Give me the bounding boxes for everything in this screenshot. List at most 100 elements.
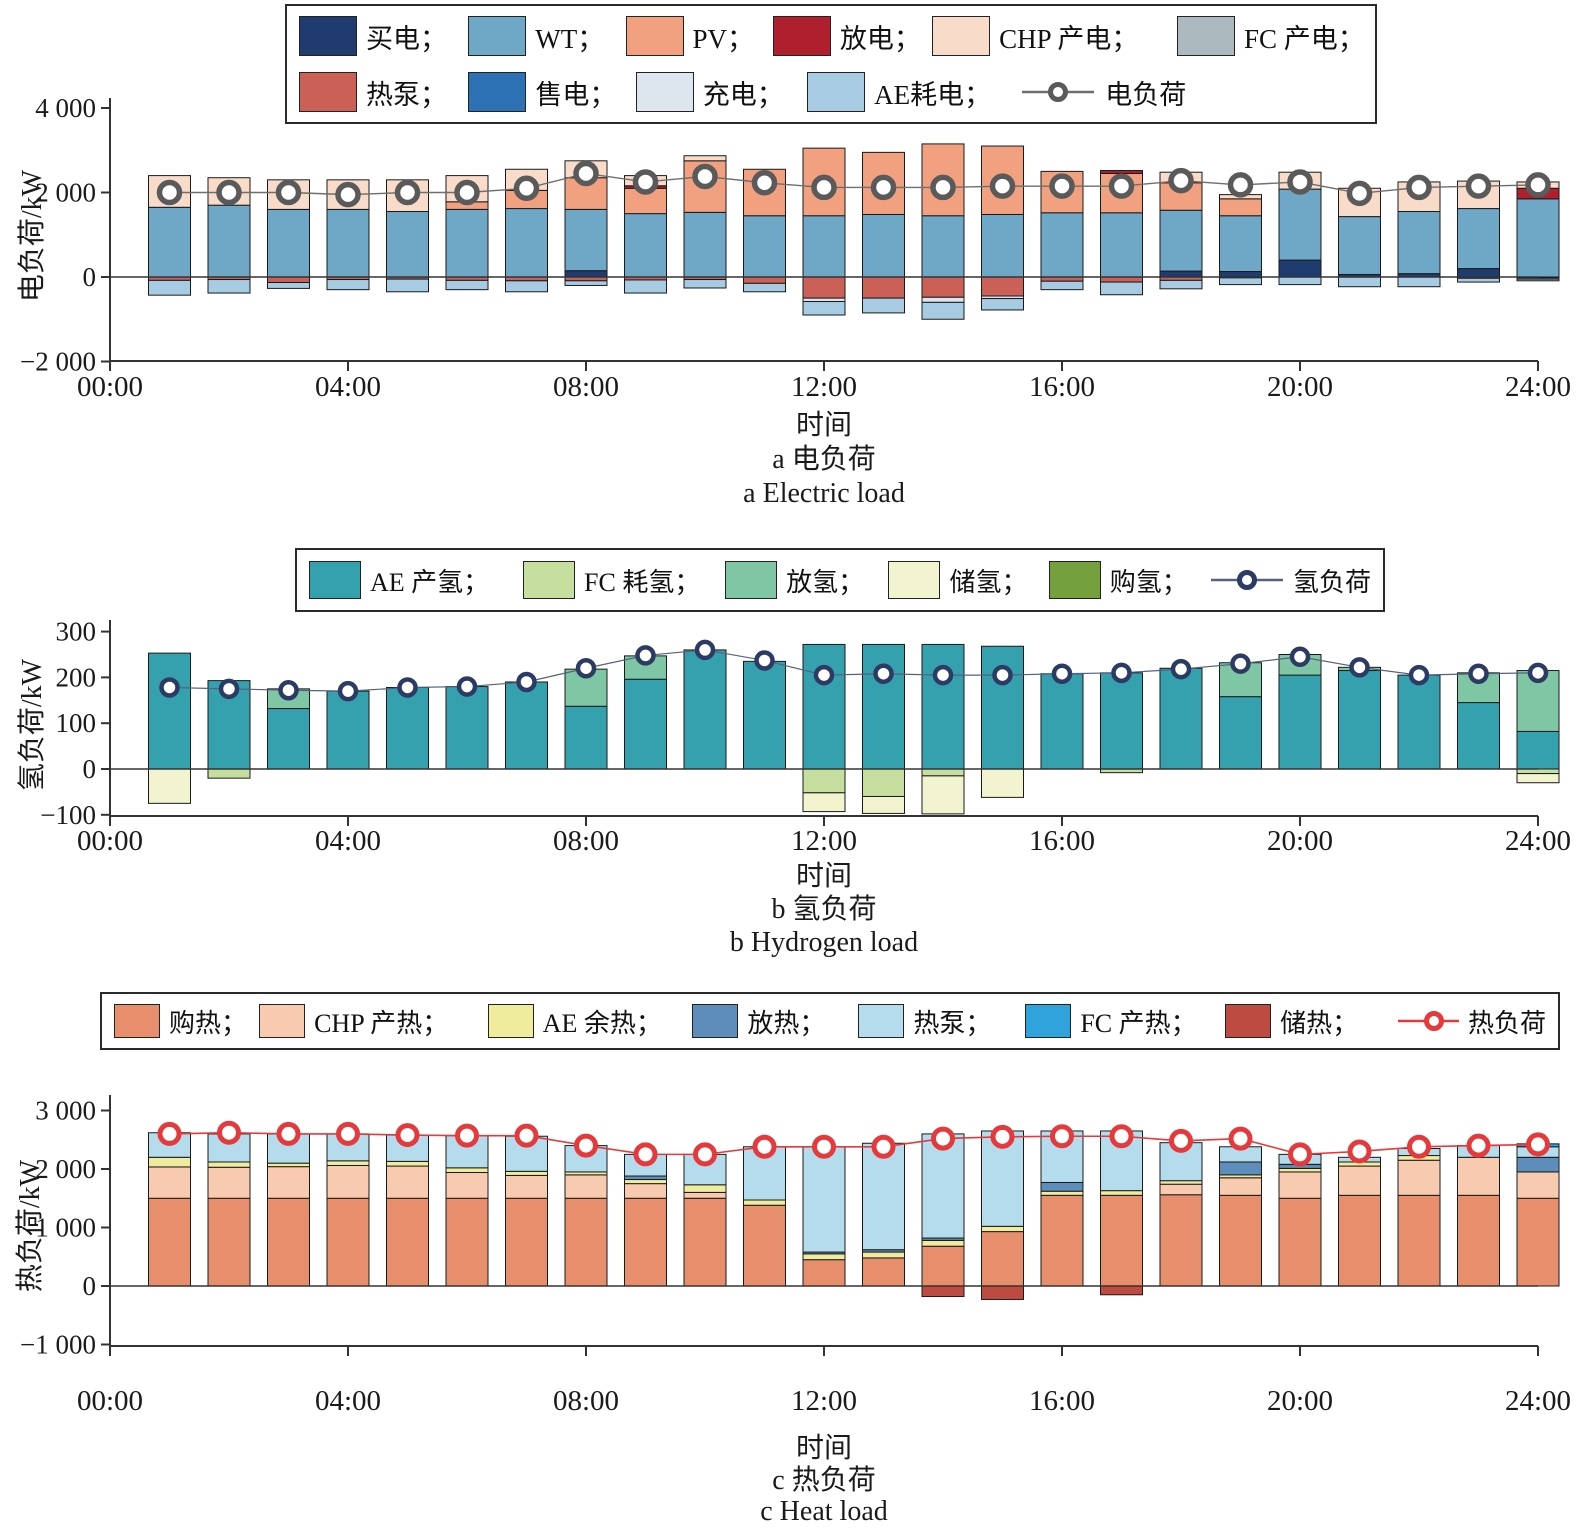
legend-swatch <box>259 1004 306 1038</box>
load-marker-hydrogen <box>754 650 775 671</box>
bar-segment-electric <box>1219 215 1262 273</box>
legend-item: 氢负荷 <box>1209 562 1371 599</box>
bar-segment-electric <box>267 208 310 278</box>
bar-segment-electric <box>1100 170 1143 174</box>
bar-segment-electric <box>802 276 846 299</box>
load-marker-hydrogen <box>1170 658 1192 680</box>
bar-segment-electric <box>1516 198 1560 278</box>
bar-segment-electric <box>1159 279 1203 290</box>
bar-segment-electric <box>1219 198 1262 217</box>
bar-segment-hydrogen <box>1516 730 1560 770</box>
bar-segment-heat <box>624 1183 667 1199</box>
load-marker-heat <box>276 1121 301 1146</box>
load-marker-heat <box>217 1120 241 1145</box>
load-marker-heat <box>1109 1124 1134 1149</box>
load-marker-heat <box>574 1133 598 1158</box>
bar-segment-heat <box>981 1231 1024 1287</box>
load-marker-heat <box>455 1123 479 1148</box>
bar-segment-heat <box>743 1199 786 1206</box>
bar-segment-heat <box>505 1174 548 1199</box>
bar-segment-electric <box>267 281 310 289</box>
bar-segment-electric <box>564 208 608 272</box>
bar-segment-heat <box>386 1197 429 1287</box>
load-marker-electric <box>335 181 361 208</box>
load-marker-hydrogen <box>932 664 954 686</box>
bar-segment-heat <box>445 1172 489 1199</box>
load-line-heat <box>169 1131 1539 1156</box>
load-marker-hydrogen <box>992 664 1013 686</box>
bar-segment-electric <box>1278 259 1322 278</box>
x-tick-label-heat: 12:00 <box>791 1385 857 1417</box>
legend-hydrogen-load: AE 产氢； FC 耗氢； 放氢； 储氢； 购氢； 氢负荷 <box>295 548 1385 612</box>
load-marker-heat <box>1466 1133 1491 1158</box>
bar-segment-heat <box>683 1191 727 1199</box>
legend-item: 购氢； <box>1048 561 1209 599</box>
legend-swatch <box>468 16 527 56</box>
legend-label: 电负荷 <box>1105 79 1187 110</box>
caption-en-heat: c Heat load <box>760 1496 888 1527</box>
legend-swatch <box>1225 1004 1272 1038</box>
bar-segment-electric <box>862 276 905 299</box>
x-tick-label-electric: 00:00 <box>77 371 143 403</box>
bar-segment-electric <box>1278 276 1322 286</box>
bar-segment-electric <box>386 278 429 293</box>
y-tick-label-heat: −1 000 <box>20 1330 96 1360</box>
bar-segment-hydrogen <box>1338 670 1381 770</box>
bar-segment-electric <box>505 208 548 278</box>
load-marker-heat <box>1347 1139 1372 1164</box>
bar-segment-hydrogen <box>981 768 1024 798</box>
bar-segment-hydrogen <box>148 652 191 770</box>
bar-segment-heat <box>1516 1197 1560 1287</box>
bar-segment-heat <box>564 1197 608 1287</box>
bar-segment-hydrogen <box>505 681 548 770</box>
load-marker-heat <box>1228 1126 1253 1151</box>
load-marker-hydrogen <box>1230 653 1251 674</box>
legend-label: AE耗电； <box>874 79 992 110</box>
legend-swatch <box>692 1004 739 1038</box>
bar-segment-electric <box>445 208 489 278</box>
bar-segment-heat <box>148 1166 191 1199</box>
bar-segment-heat <box>267 1162 310 1168</box>
load-marker-hydrogen <box>1527 662 1549 684</box>
x-tick-label-hydrogen: 12:00 <box>791 825 857 857</box>
legend-line-marker-icon <box>1398 1011 1459 1031</box>
legend-item: 放热； <box>692 1003 858 1040</box>
x-tick-label-hydrogen: 20:00 <box>1267 825 1333 857</box>
y-tick-label-electric: 4 000 <box>35 93 96 123</box>
load-marker-electric <box>930 174 956 201</box>
bar-segment-electric <box>1397 211 1441 275</box>
load-marker-hydrogen <box>1111 662 1132 684</box>
legend-label: 热泵； <box>913 1008 992 1038</box>
bar-segment-electric <box>981 298 1024 311</box>
bar-segment-electric <box>921 296 965 303</box>
x-tick-label-heat: 20:00 <box>1267 1385 1333 1417</box>
load-marker-electric <box>1525 172 1551 198</box>
bar-segment-hydrogen <box>921 775 965 815</box>
load-marker-electric <box>811 174 837 201</box>
load-marker-electric <box>1108 173 1135 199</box>
bar-segment-electric <box>1278 188 1322 261</box>
bar-segment-electric <box>981 276 1024 297</box>
load-line-hydrogen <box>169 649 1539 692</box>
legend-swatch <box>1048 561 1101 599</box>
bar-segment-hydrogen <box>1457 702 1500 770</box>
bar-segment-electric <box>862 213 905 278</box>
legend-item: CHP 产热； <box>259 1003 488 1040</box>
load-marker-electric <box>216 179 242 206</box>
bar-segment-heat <box>564 1174 608 1199</box>
bar-segment-heat <box>1278 1197 1322 1287</box>
y-tick-label-hydrogen: 100 <box>56 708 97 738</box>
legend-item: AE耗电； <box>807 72 1020 112</box>
x-tick-label-heat: 16:00 <box>1029 1385 1095 1417</box>
load-marker-electric <box>394 179 421 206</box>
legend-electric-load: 买电； WT； PV； 放电； CHP 产电； FC 产电； 热泵； 售电； 充电； AE耗电； 电… <box>285 4 1377 124</box>
load-marker-heat <box>752 1134 777 1159</box>
bar-segment-hydrogen <box>921 643 965 770</box>
bar-segment-hydrogen <box>326 690 370 770</box>
bar-segment-electric <box>1397 276 1441 288</box>
legend-label: FC 耗氢； <box>584 567 701 597</box>
load-marker-electric <box>454 179 480 206</box>
load-marker-hydrogen <box>1289 646 1311 668</box>
x-tick-label-hydrogen: 16:00 <box>1029 825 1095 857</box>
bar-segment-heat <box>1159 1183 1203 1196</box>
